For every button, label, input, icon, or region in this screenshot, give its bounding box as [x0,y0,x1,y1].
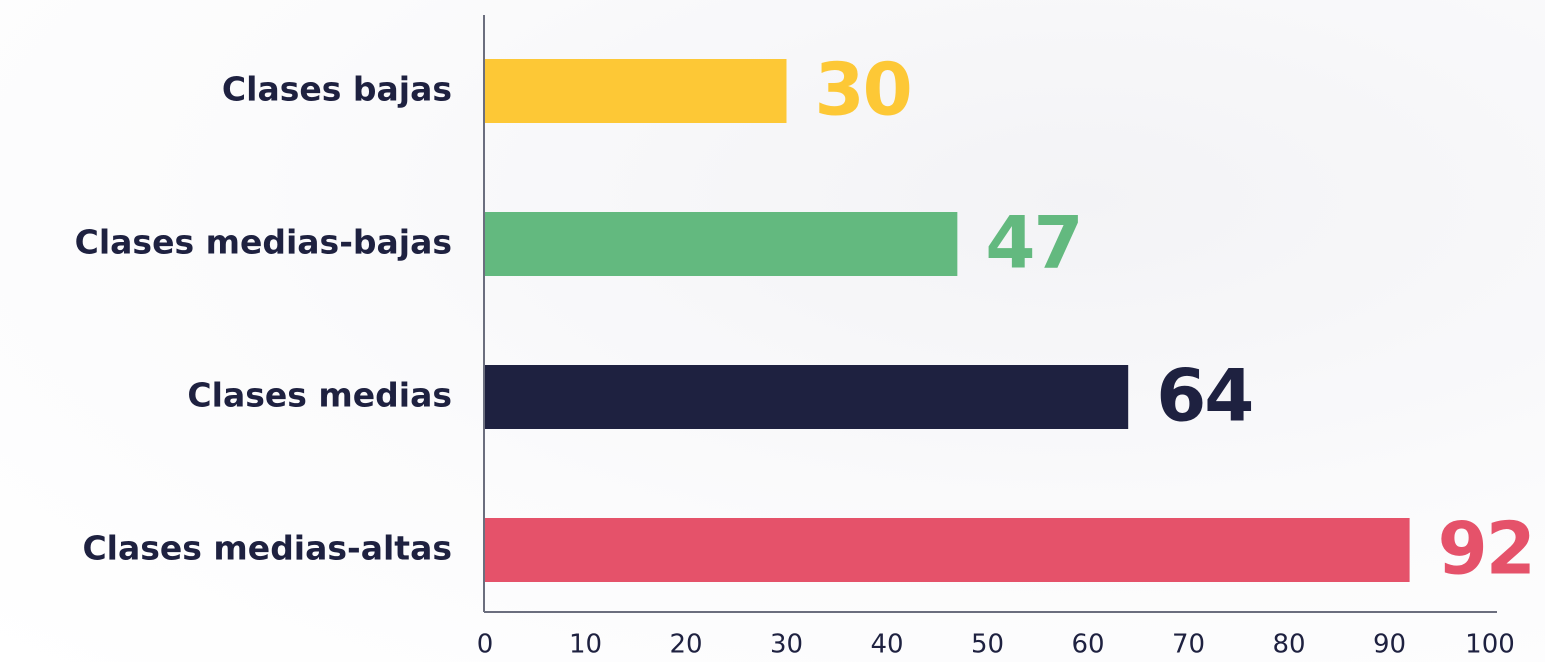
data-label: 64 [1156,354,1252,438]
y-tick-label: Clases medias-altas [82,529,452,568]
bar [485,59,787,123]
x-tick-label: 30 [770,630,803,660]
x-tick-label: 40 [870,630,903,660]
x-tick-label: 90 [1373,630,1406,660]
x-tick-label: 70 [1172,630,1205,660]
x-tick-label: 50 [971,630,1004,660]
x-tick-label: 80 [1272,630,1305,660]
data-label: 30 [815,48,911,132]
y-tick-label: Clases bajas [222,70,452,109]
data-label: 92 [1438,507,1534,591]
y-tick-label: Clases medias [187,376,452,415]
x-tick-label: 0 [477,630,494,660]
x-tick-label: 10 [569,630,602,660]
bar [485,212,958,276]
y-tick-label: Clases medias-bajas [75,223,452,262]
data-label: 47 [985,201,1081,285]
bar [485,518,1410,582]
bar [485,365,1129,429]
x-tick-label: 60 [1071,630,1104,660]
x-tick-label: 100 [1465,630,1515,660]
x-tick-label: 20 [669,630,702,660]
